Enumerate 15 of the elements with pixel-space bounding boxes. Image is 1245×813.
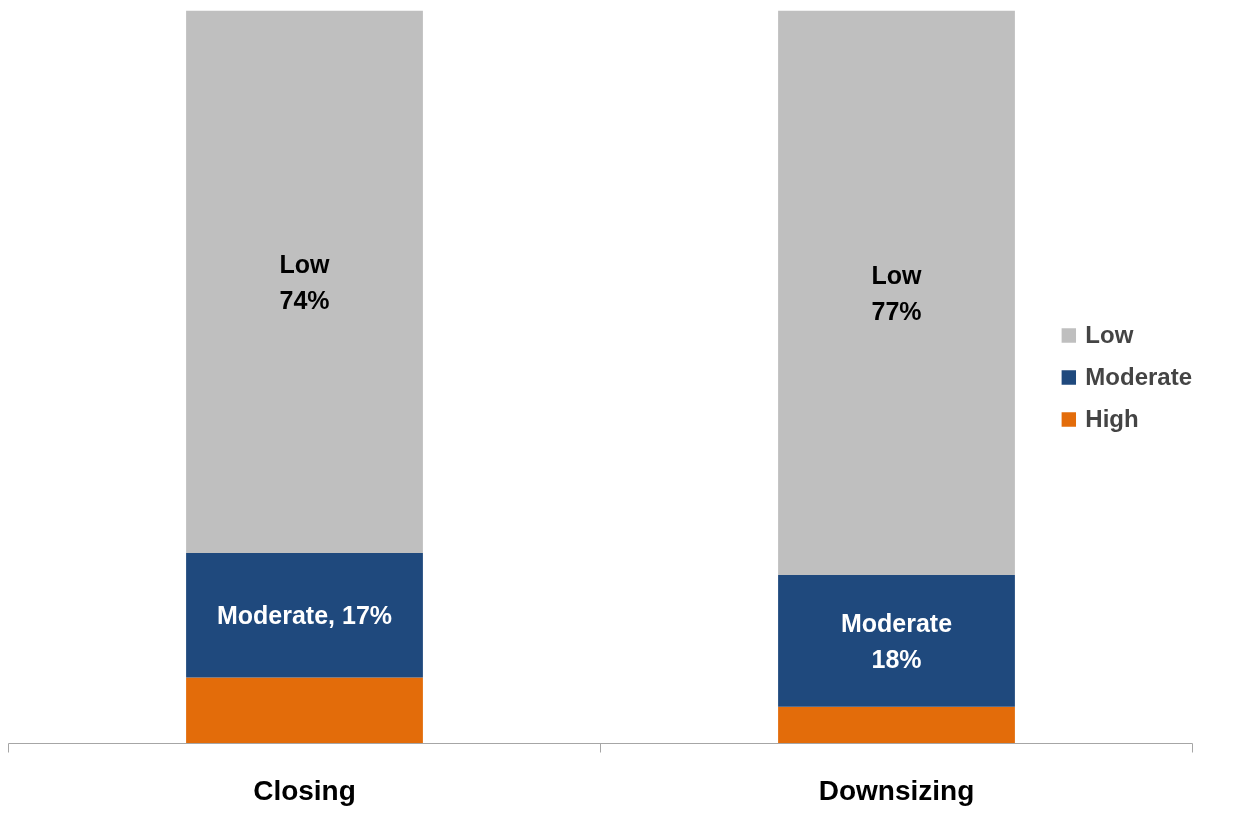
data-label: Low 74%: [279, 249, 331, 314]
x-tick-label: Closing: [253, 774, 356, 806]
data-label: Moderate, 17%: [216, 601, 393, 630]
bar: [778, 706, 1015, 744]
bar: [778, 574, 1015, 707]
data-label: Moderate 18%: [840, 608, 953, 674]
legend-label: High: [1085, 404, 1139, 433]
bar: [778, 10, 1015, 575]
legend-label: Low: [1085, 320, 1134, 349]
bar: [186, 677, 423, 744]
bar: [186, 552, 423, 678]
legend-label: Moderate: [1085, 362, 1192, 391]
bar: [186, 10, 423, 553]
data-label: Low 77%: [871, 260, 923, 325]
x-tick-label: Downsizing: [818, 774, 975, 806]
